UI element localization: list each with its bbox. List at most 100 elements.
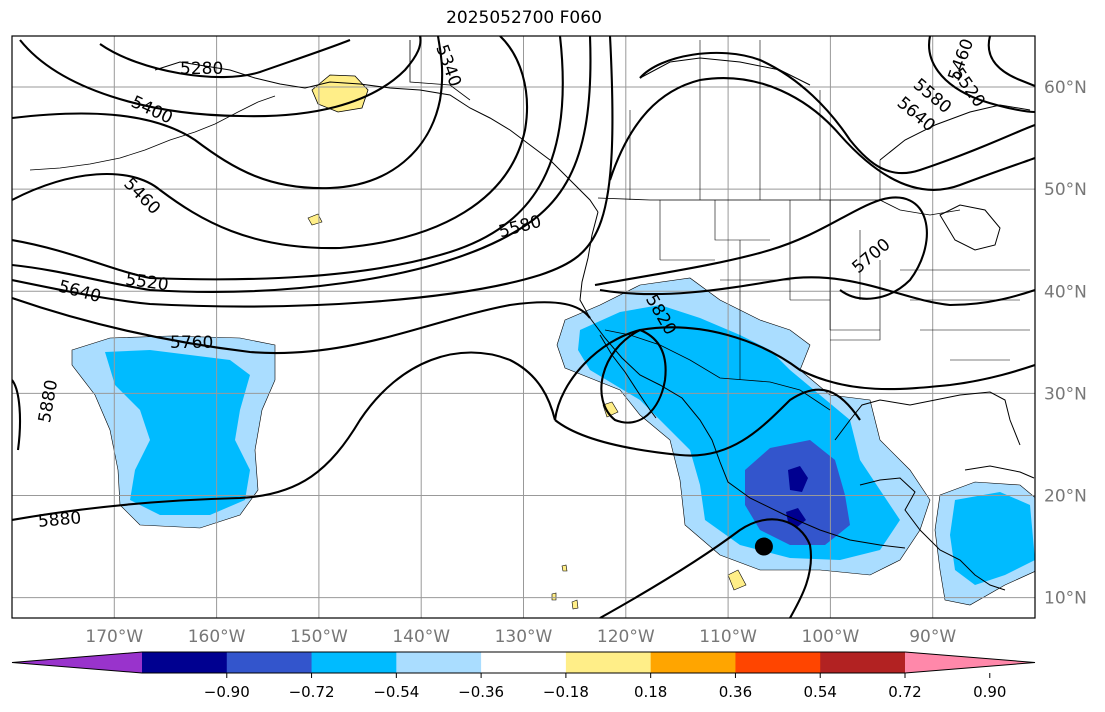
colorbar-tick-label: 0.36 xyxy=(719,683,752,701)
contour-5520-west xyxy=(12,36,564,281)
contour-5880-south xyxy=(599,518,813,618)
colorbar-swatch xyxy=(226,652,313,673)
contour-5460-ne xyxy=(987,36,1035,87)
contour-5640-east xyxy=(609,77,1035,191)
shade-mexico-core-1 xyxy=(788,466,808,492)
contour-5280 xyxy=(99,39,351,79)
contour-layer xyxy=(12,36,1035,618)
lon-tick-label: 120°W xyxy=(597,627,655,647)
contour-5580-east xyxy=(639,51,1035,175)
chart-title: 2025052700 F060 xyxy=(446,8,602,28)
lon-tick-label: 90°W xyxy=(909,627,956,647)
lat-tick-label: 10°N xyxy=(1044,589,1087,609)
colorbar-tick-label: −0.54 xyxy=(373,683,419,701)
colorbar: −0.90 −0.72 −0.54 −0.36 −0.18 0.18 0.36 0.54 0.7… xyxy=(11,651,1036,701)
lon-tick-label: 100°W xyxy=(802,627,860,647)
colorbar-tick-label: 0.72 xyxy=(888,683,921,701)
map-content xyxy=(12,36,1035,618)
coast-westcoast xyxy=(579,211,906,549)
map-frame xyxy=(11,35,1036,619)
contour-5880-west xyxy=(12,351,557,522)
lat-tick-label: 40°N xyxy=(1044,282,1087,302)
contour-5880-far-west xyxy=(12,379,22,451)
shade-pacific-mid xyxy=(105,350,250,515)
colorbar-tick-label: 0.54 xyxy=(804,683,837,701)
coast-hudson xyxy=(879,104,1031,161)
shade-spot-1 xyxy=(307,213,323,226)
coast-cuba xyxy=(964,465,1035,479)
shade-spot-5 xyxy=(551,592,557,601)
shade-spot-4 xyxy=(561,564,568,572)
colorbar-outline xyxy=(11,651,1036,674)
coast-yucatan xyxy=(859,477,1006,591)
contour-5460 xyxy=(12,36,529,250)
coast-alaska xyxy=(154,61,599,213)
shade-caribbean-mid xyxy=(950,492,1035,585)
lon-tick-label: 110°W xyxy=(699,627,757,647)
colorbar-swatch xyxy=(481,652,567,673)
lat-tick-label: 60°N xyxy=(1044,78,1087,98)
contour-5760 xyxy=(12,297,591,354)
contour-5700 xyxy=(594,196,928,300)
colorbar-min-arrow xyxy=(12,652,142,673)
border-canada-provinces xyxy=(629,40,881,200)
contour-label-5460: 5460 xyxy=(119,174,164,219)
colorbar-swatch xyxy=(142,652,228,673)
contour-label-5880-left: 5880 xyxy=(35,378,62,424)
lon-tick-label: 160°W xyxy=(188,627,246,647)
colorbar-max-arrow xyxy=(905,652,1035,673)
contour-5400 xyxy=(12,36,444,190)
contour-label-5640: 5640 xyxy=(56,277,103,308)
border-states xyxy=(659,200,1030,380)
contour-label-5880: 5880 xyxy=(37,508,82,532)
location-marker xyxy=(754,537,773,556)
contour-label-5700: 5700 xyxy=(848,235,894,278)
contour-5580-west xyxy=(12,36,592,293)
shade-spot-2 xyxy=(602,401,619,418)
colorbar-tick-label: −0.90 xyxy=(204,683,250,701)
coastline-layer xyxy=(29,57,1035,591)
contour-5520-ne xyxy=(928,36,1035,114)
colorbar-swatch xyxy=(735,652,821,673)
lon-tick-label: 140°W xyxy=(392,627,450,647)
axis-labels: 170°W 160°W 150°W 140°W 130°W 120°W 110°W 100°W… xyxy=(85,78,1086,647)
border-us-mexico xyxy=(604,329,831,411)
contour-label-5340: 5340 xyxy=(431,42,465,89)
shade-alaska-positive xyxy=(311,74,369,113)
border-us-canada xyxy=(597,197,961,216)
contour-5820-inner xyxy=(600,328,667,424)
contour-5820 xyxy=(553,326,1035,421)
colorbar-swatch xyxy=(311,652,397,673)
contour-label-5580: 5580 xyxy=(497,212,544,243)
contour-5760-east xyxy=(599,276,1035,307)
contour-label-5280: 5280 xyxy=(180,59,223,79)
coast-greatlakes xyxy=(939,204,1001,251)
contour-5340 xyxy=(19,36,422,118)
coast-gulf xyxy=(834,391,1021,446)
shade-spot-3 xyxy=(727,569,747,591)
colorbar-tick-label: −0.18 xyxy=(543,683,589,701)
contour-label-5760: 5760 xyxy=(170,333,213,353)
contour-label-5400: 5400 xyxy=(128,92,176,128)
colorbar-tick-label: −0.72 xyxy=(289,683,335,701)
lon-tick-label: 170°W xyxy=(85,627,143,647)
colorbar-swatch xyxy=(396,652,482,673)
border-alaska-canada xyxy=(409,40,471,101)
border-layer xyxy=(409,40,1030,411)
colorbar-tick-label: 0.18 xyxy=(634,683,667,701)
coast-aleutians xyxy=(29,95,276,171)
colorbar-swatch xyxy=(650,652,736,673)
lon-tick-label: 130°W xyxy=(495,627,553,647)
colorbar-tick-label: 0.90 xyxy=(973,683,1006,701)
lat-tick-label: 50°N xyxy=(1044,180,1087,200)
contour-5880-east xyxy=(554,388,861,457)
lat-tick-label: 30°N xyxy=(1044,384,1087,404)
lon-tick-label: 150°W xyxy=(290,627,348,647)
lat-tick-label: 20°N xyxy=(1044,486,1087,506)
colorbar-swatch xyxy=(820,652,906,673)
colorbar-tick-label: −0.36 xyxy=(458,683,504,701)
colorbar-swatch xyxy=(565,652,652,673)
contour-5640-west xyxy=(12,36,614,308)
shade-spot-6 xyxy=(571,599,579,610)
